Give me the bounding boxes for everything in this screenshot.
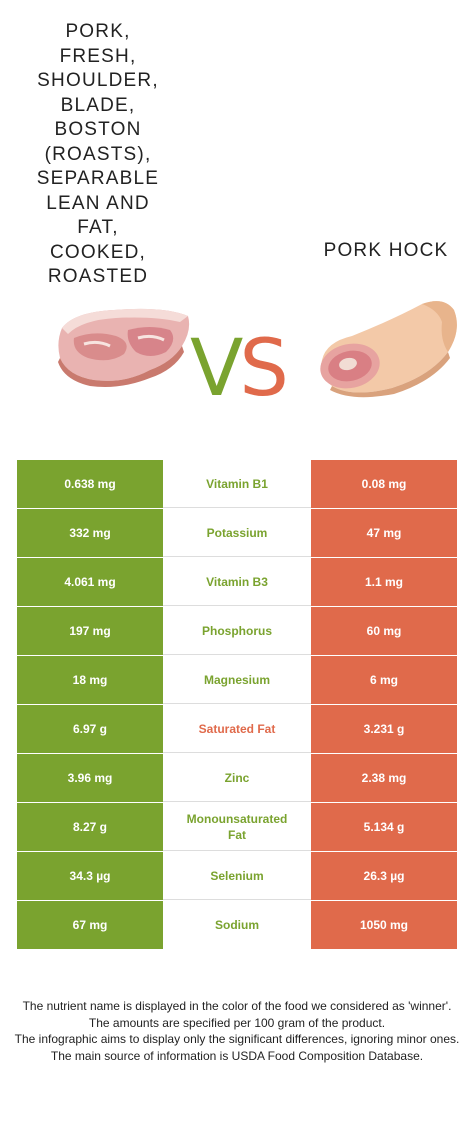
nutrient-row: 4.061 mg Vitamin B3 1.1 mg [17, 558, 457, 607]
nutrient-name: Sodium [215, 918, 259, 932]
left-value: 34.3 µg [17, 852, 163, 900]
nutrient-name: Phosphorus [163, 607, 311, 655]
vs-s: S [239, 324, 288, 414]
nutrient-name: Selenium [163, 852, 311, 900]
food-right-title: Pork hock [323, 240, 449, 261]
nutrient-name: Magnesium [163, 656, 311, 704]
right-value: 3.231 g [311, 705, 457, 753]
pork-hock-icon [320, 301, 457, 398]
nutrient-row: 34.3 µg Selenium 26.3 µg [17, 852, 457, 901]
nutrient-row: 8.27 g Monounsaturated Fat 5.134 g [17, 803, 457, 852]
left-value: 67 mg [17, 901, 163, 949]
nutrient-row: 0.638 mg Vitamin B1 0.08 mg [17, 460, 457, 509]
left-value: 0.638 mg [17, 460, 163, 508]
food-left-title: Pork, fresh, shoulder, blade, Boston (ro… [36, 21, 160, 287]
nutrient-name: Monounsaturated Fat [163, 803, 311, 851]
footnote-line: The nutrient name is displayed in the co… [22, 999, 452, 1013]
left-value: 332 mg [17, 509, 163, 557]
right-value: 47 mg [311, 509, 457, 557]
left-value: 8.27 g [17, 803, 163, 851]
nutrient-row: 332 mg Potassium 47 mg [17, 509, 457, 558]
vs-label: VS [190, 330, 289, 408]
footnote: The nutrient name is displayed in the co… [14, 998, 460, 1064]
right-value: 2.38 mg [311, 754, 457, 802]
vs-v: V [190, 324, 243, 414]
nutrient-row: 67 mg Sodium 1050 mg [17, 901, 457, 950]
footnote-line: The main source of information is USDA F… [50, 1048, 424, 1063]
right-value: 5.134 g [311, 803, 457, 851]
nutrient-row: 3.96 mg Zinc 2.38 mg [17, 754, 457, 803]
footnote-line: The amounts are specified per 100 gram o… [88, 1015, 386, 1030]
nutrient-table: 0.638 mg Vitamin B1 0.08 mg 332 mg Potassium… [17, 460, 457, 950]
left-value: 18 mg [17, 656, 163, 704]
right-value: 6 mg [311, 656, 457, 704]
nutrient-name: Saturated Fat [163, 705, 311, 753]
right-value: 1.1 mg [311, 558, 457, 606]
left-value: 6.97 g [17, 705, 163, 753]
nutrient-row: 18 mg Magnesium 6 mg [17, 656, 457, 705]
right-value: 60 mg [311, 607, 457, 655]
left-value: 197 mg [17, 607, 163, 655]
nutrient-name: Potassium [163, 509, 311, 557]
nutrient-name: Vitamin B1 [163, 460, 311, 508]
nutrient-row: 6.97 g Saturated Fat 3.231 g [17, 705, 457, 754]
nutrient-name: Vitamin B3 [163, 558, 311, 606]
nutrient-name: Zinc [163, 754, 311, 802]
footnote-line: The infographic aims to display only the… [14, 1032, 460, 1046]
left-value: 3.96 mg [17, 754, 163, 802]
right-value: 1050 mg [311, 901, 457, 949]
nutrient-row: 197 mg Phosphorus 60 mg [17, 607, 457, 656]
right-value: 0.08 mg [311, 460, 457, 508]
right-value: 26.3 µg [311, 852, 457, 900]
left-value: 4.061 mg [17, 558, 163, 606]
roast-pork-shoulder-icon [58, 308, 190, 387]
